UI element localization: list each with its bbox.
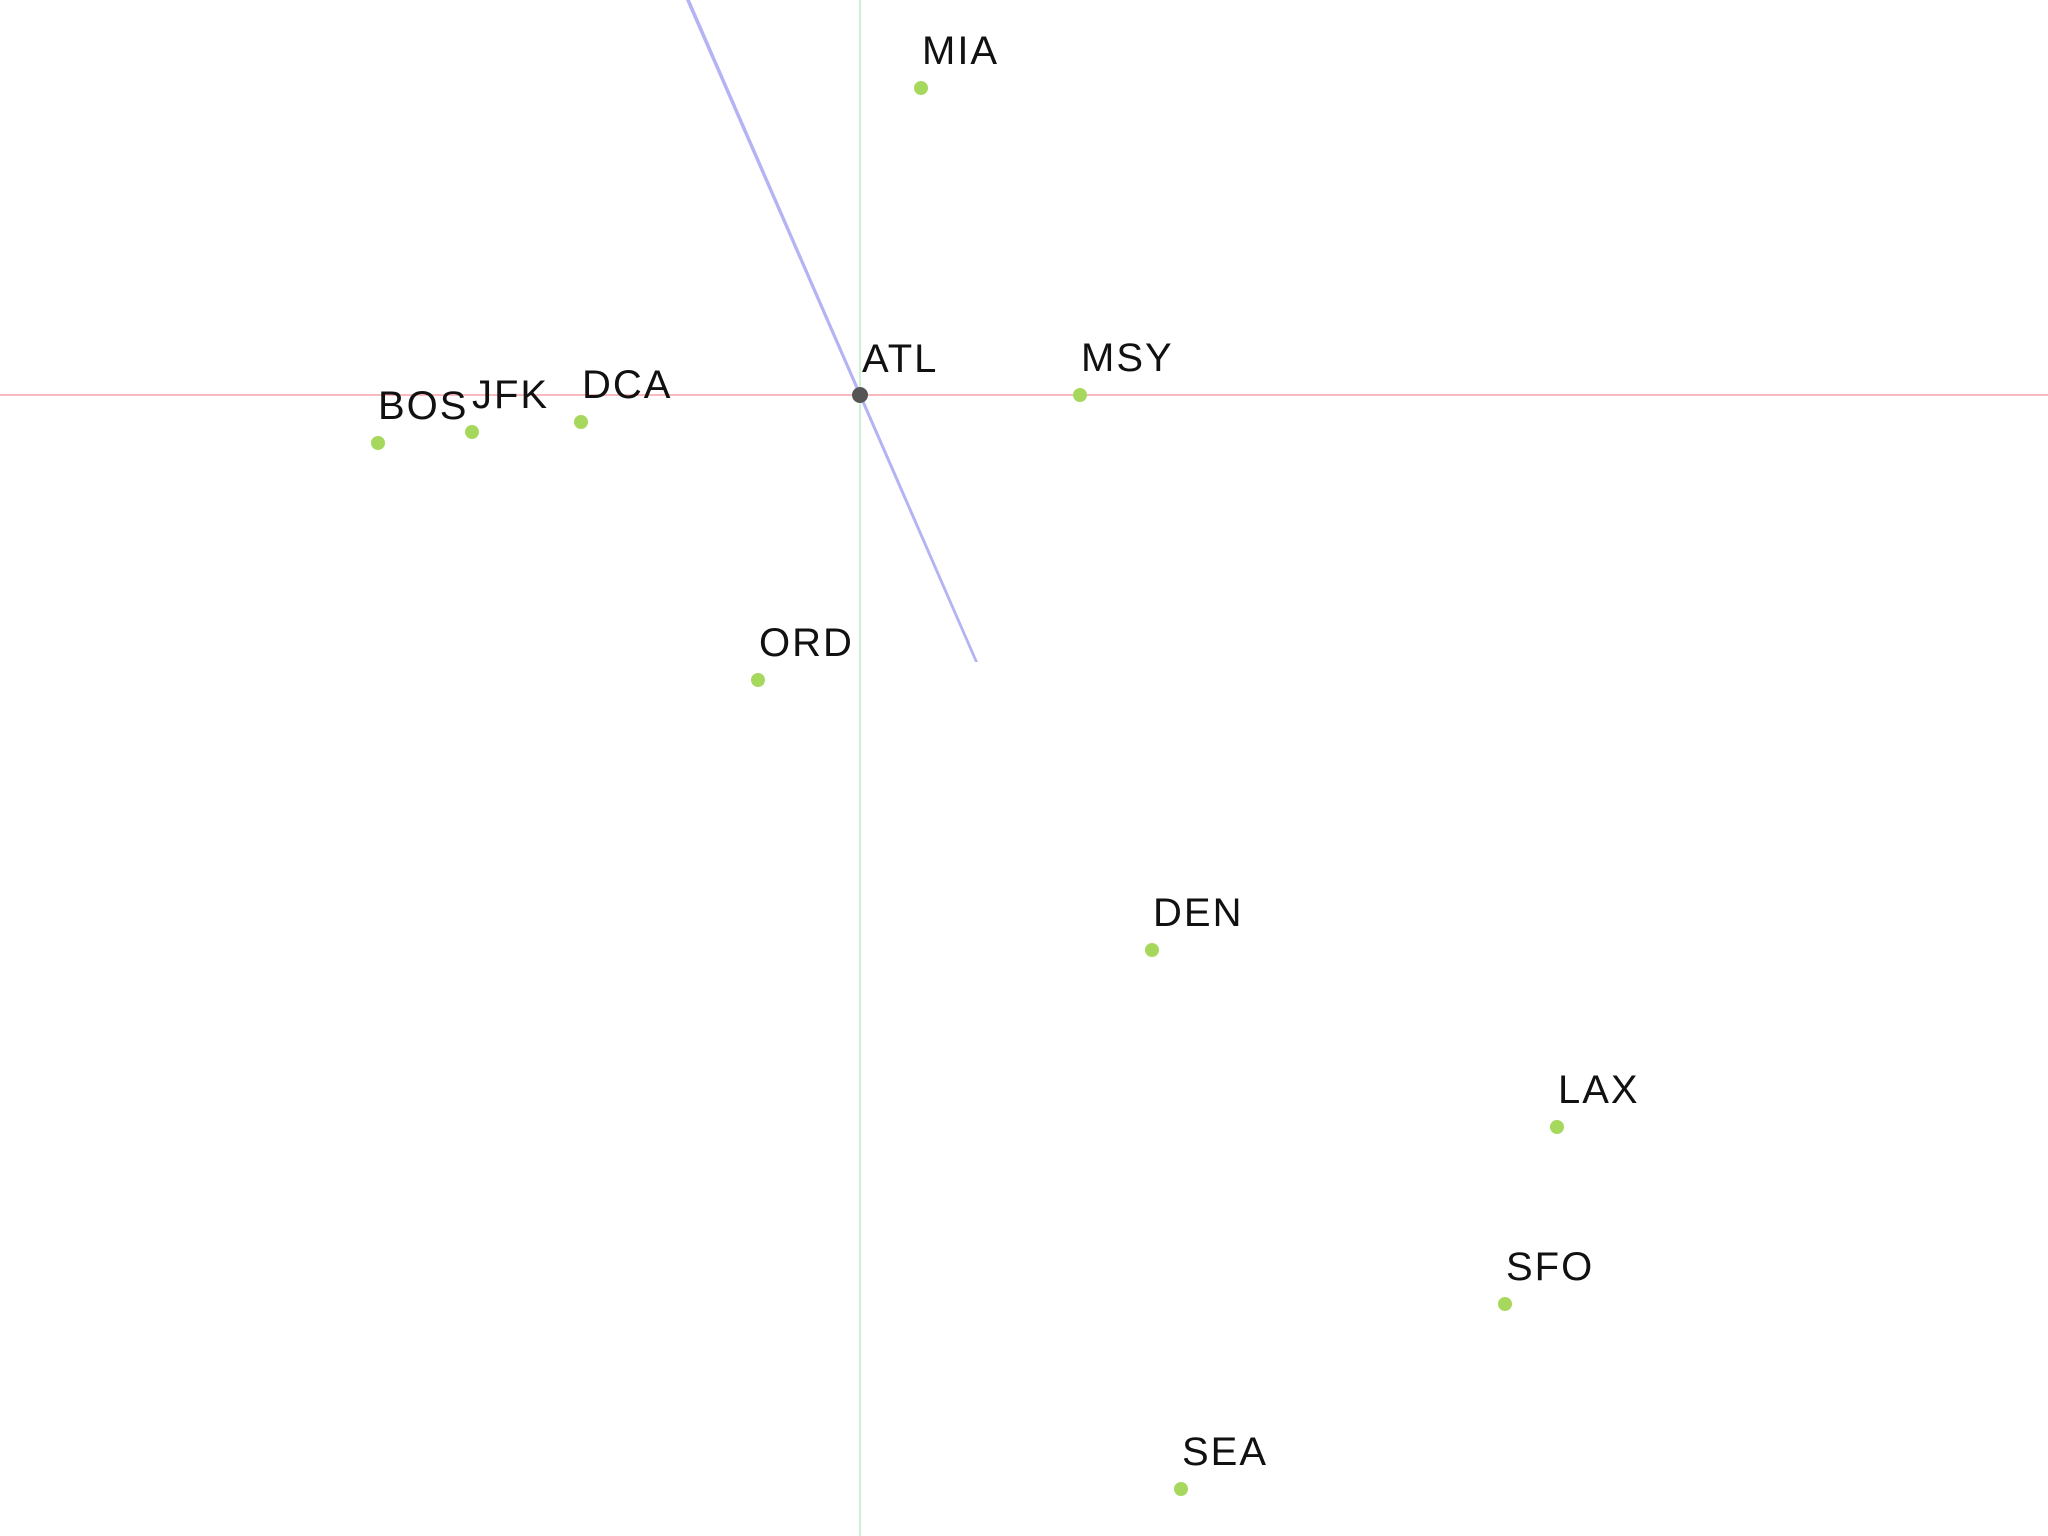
airport-point-sea [1174, 1482, 1188, 1496]
airport-marker-sea: SEA [1174, 1430, 1268, 1496]
airport-marker-sfo: SFO [1498, 1245, 1594, 1311]
airport-marker-jfk: JFK [465, 373, 549, 439]
airport-label-mia: MIA [922, 29, 999, 73]
airport-marker-mia: MIA [914, 29, 999, 95]
airport-label-dca: DCA [582, 363, 672, 407]
airport-label-jfk: JFK [472, 373, 549, 417]
airport-point-bos [371, 436, 385, 450]
airport-point-ord [751, 673, 765, 687]
airport-label-den: DEN [1153, 891, 1243, 935]
airport-marker-dca: DCA [574, 363, 672, 429]
airport-point-lax [1550, 1120, 1564, 1134]
airport-label-lax: LAX [1558, 1068, 1640, 1112]
bearing-line [686, 0, 978, 662]
airport-label-sea: SEA [1182, 1430, 1268, 1474]
airport-label-msy: MSY [1081, 336, 1174, 380]
airport-marker-bos: BOS [371, 384, 468, 450]
airport-point-msy [1073, 388, 1087, 402]
airport-marker-ord: ORD [751, 621, 854, 687]
airport-point-mia [914, 81, 928, 95]
airport-point-dca [574, 415, 588, 429]
airport-marker-msy: MSY [1073, 336, 1174, 402]
airport-point-sfo [1498, 1297, 1512, 1311]
airport-label-ord: ORD [759, 621, 854, 665]
airport-label-sfo: SFO [1506, 1245, 1594, 1289]
origin-label: ATL [862, 337, 938, 381]
airport-point-jfk [465, 425, 479, 439]
origin-point [852, 387, 868, 403]
airport-point-den [1145, 943, 1159, 957]
airport-label-bos: BOS [378, 384, 468, 428]
airport-marker-lax: LAX [1550, 1068, 1640, 1134]
origin-marker: ATL [852, 337, 938, 403]
airport-marker-den: DEN [1145, 891, 1243, 957]
